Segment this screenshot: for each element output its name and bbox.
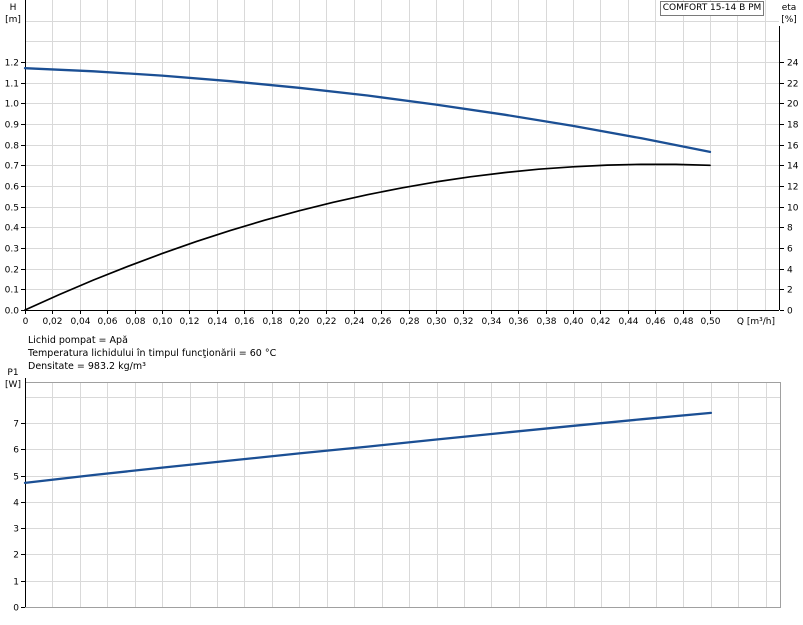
svg-text:0.7: 0.7 [5, 162, 19, 172]
svg-text:1.2: 1.2 [5, 59, 19, 69]
svg-text:1.0: 1.0 [5, 100, 20, 110]
svg-text:0,48: 0,48 [673, 317, 693, 327]
svg-text:0.9: 0.9 [5, 121, 20, 131]
hq-chart-left-ticks: 0.0 0.1 0.2 0.3 0.4 0.5 0.6 0.7 0.8 0.9 1.0 1.1 1.2 [5, 59, 25, 317]
svg-text:0.8: 0.8 [5, 142, 20, 152]
p1-axis-unit: [W] [5, 380, 21, 390]
svg-text:0,46: 0,46 [645, 317, 665, 327]
svg-text:Q [m³/h]: Q [m³/h] [737, 317, 775, 327]
svg-text:0,50: 0,50 [700, 317, 720, 327]
eta-axis-symbol: eta [781, 3, 797, 13]
svg-text:0,20: 0,20 [289, 317, 309, 327]
svg-text:0,04: 0,04 [70, 317, 90, 327]
svg-text:0.1: 0.1 [5, 286, 19, 296]
svg-text:2: 2 [787, 286, 793, 296]
svg-text:4: 4 [13, 499, 19, 509]
svg-text:8: 8 [787, 224, 793, 234]
svg-text:0.0: 0.0 [5, 307, 20, 317]
svg-text:0,42: 0,42 [590, 317, 610, 327]
hq-chart-axes [24, 0, 781, 312]
svg-text:1: 1 [13, 578, 19, 588]
liquid-annotations: Lichid pompat = Apă Temperatura lichidul… [28, 334, 276, 373]
svg-text:0,10: 0,10 [152, 317, 172, 327]
svg-text:0,06: 0,06 [97, 317, 117, 327]
svg-text:0,08: 0,08 [125, 317, 145, 327]
svg-text:0,30: 0,30 [426, 317, 446, 327]
svg-text:0: 0 [23, 317, 29, 327]
head-curve [23, 67, 712, 154]
p1-axis-symbol: P1 [7, 368, 19, 378]
p1-chart-grid-layer [25, 382, 780, 607]
p1-axis-label: P1 [W] [2, 367, 24, 391]
eta-axis-label: eta [%] [776, 2, 802, 26]
svg-text:0,12: 0,12 [179, 317, 199, 327]
efficiency-curve [24, 163, 711, 311]
svg-text:3: 3 [13, 525, 19, 535]
eta-axis-unit: [%] [781, 15, 797, 25]
annotation-density: Densitate = 983.2 kg/m³ [28, 361, 146, 372]
svg-text:16: 16 [787, 142, 799, 152]
svg-text:14: 14 [787, 162, 799, 172]
hq-chart-bottom-ticks: 0 0,02 0,04 0,06 0,08 0,10 0,12 0,14 0,16 0,18 0,2… [23, 311, 775, 327]
svg-text:0.2: 0.2 [5, 266, 19, 276]
h-axis-unit: [m] [5, 15, 21, 25]
svg-text:0: 0 [13, 604, 19, 614]
svg-text:0.5: 0.5 [5, 204, 19, 214]
svg-text:24: 24 [787, 59, 799, 69]
svg-text:12: 12 [787, 183, 798, 193]
svg-text:0,26: 0,26 [371, 317, 391, 327]
p1-chart-left-ticks: 0 1 2 3 4 5 6 7 [13, 420, 25, 614]
svg-text:0,40: 0,40 [563, 317, 583, 327]
svg-text:10: 10 [787, 204, 799, 214]
pump-model-box: COMFORT 15-14 B PM [660, 1, 764, 16]
svg-text:1.1: 1.1 [5, 80, 19, 90]
svg-text:6: 6 [13, 446, 19, 456]
power-curve [23, 411, 713, 485]
svg-text:20: 20 [787, 100, 799, 110]
svg-text:0,38: 0,38 [536, 317, 556, 327]
svg-text:6: 6 [787, 245, 793, 255]
svg-text:0.6: 0.6 [5, 183, 20, 193]
svg-text:0,18: 0,18 [262, 317, 282, 327]
hq-chart-grid-layer [25, 0, 779, 310]
svg-text:18: 18 [787, 121, 799, 131]
p1-chart: 0 1 2 3 4 5 6 7 [13, 378, 781, 614]
h-axis-label: H [m] [2, 2, 24, 26]
svg-text:2: 2 [13, 551, 19, 561]
svg-text:22: 22 [787, 80, 798, 90]
annotation-liquid: Lichid pompat = Apă [28, 335, 128, 346]
svg-text:0.3: 0.3 [5, 245, 19, 255]
svg-text:0,44: 0,44 [618, 317, 638, 327]
svg-text:0.4: 0.4 [5, 224, 20, 234]
svg-text:0,28: 0,28 [399, 317, 419, 327]
annotation-temperature: Temperatura lichidului în timpul funcţio… [28, 348, 277, 359]
hq-chart: 0.00.10.20.30.40.50.60.70.80.91.01.11.20… [5, 0, 799, 327]
svg-text:0,02: 0,02 [42, 317, 62, 327]
svg-text:0,34: 0,34 [481, 317, 501, 327]
h-axis-symbol: H [9, 3, 17, 13]
svg-text:0,32: 0,32 [453, 317, 473, 327]
svg-text:0,16: 0,16 [234, 317, 254, 327]
svg-text:0: 0 [787, 307, 793, 317]
svg-text:0,14: 0,14 [207, 317, 227, 327]
svg-text:5: 5 [13, 473, 19, 483]
svg-text:0,24: 0,24 [344, 317, 364, 327]
svg-text:0,36: 0,36 [508, 317, 528, 327]
p1-chart-frame [25, 382, 781, 609]
svg-text:4: 4 [787, 266, 793, 276]
svg-text:0,22: 0,22 [316, 317, 336, 327]
svg-text:7: 7 [13, 420, 19, 430]
